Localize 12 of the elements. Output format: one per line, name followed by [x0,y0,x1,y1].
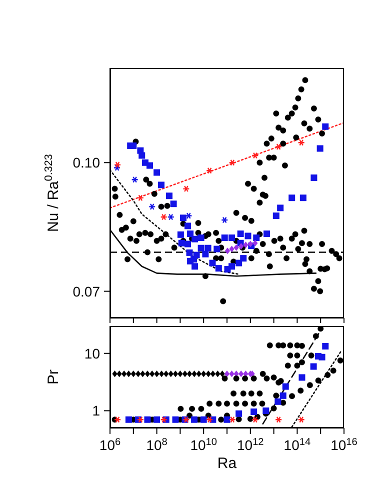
y-tick-label: 10 [84,345,100,362]
y-tick-label: 0.10 [72,154,100,171]
x-tick-label: 10$^{12}$ [237,436,264,453]
x-tick-label: 10$^{14}$ [284,436,311,453]
y-tick-label: 0.07 [72,283,100,300]
y-tick-label: 1 [92,402,100,419]
x-axis-title: Ra [217,455,238,472]
y-axis-title: Pr [45,369,62,384]
x-tick-label: 10$^{8}$ [146,436,168,453]
x-tick-label: 10$^{10}$ [190,436,218,453]
x-tick-label: 10$^{6}$ [99,436,121,453]
x-tick-label: 10$^{16}$ [330,436,358,453]
